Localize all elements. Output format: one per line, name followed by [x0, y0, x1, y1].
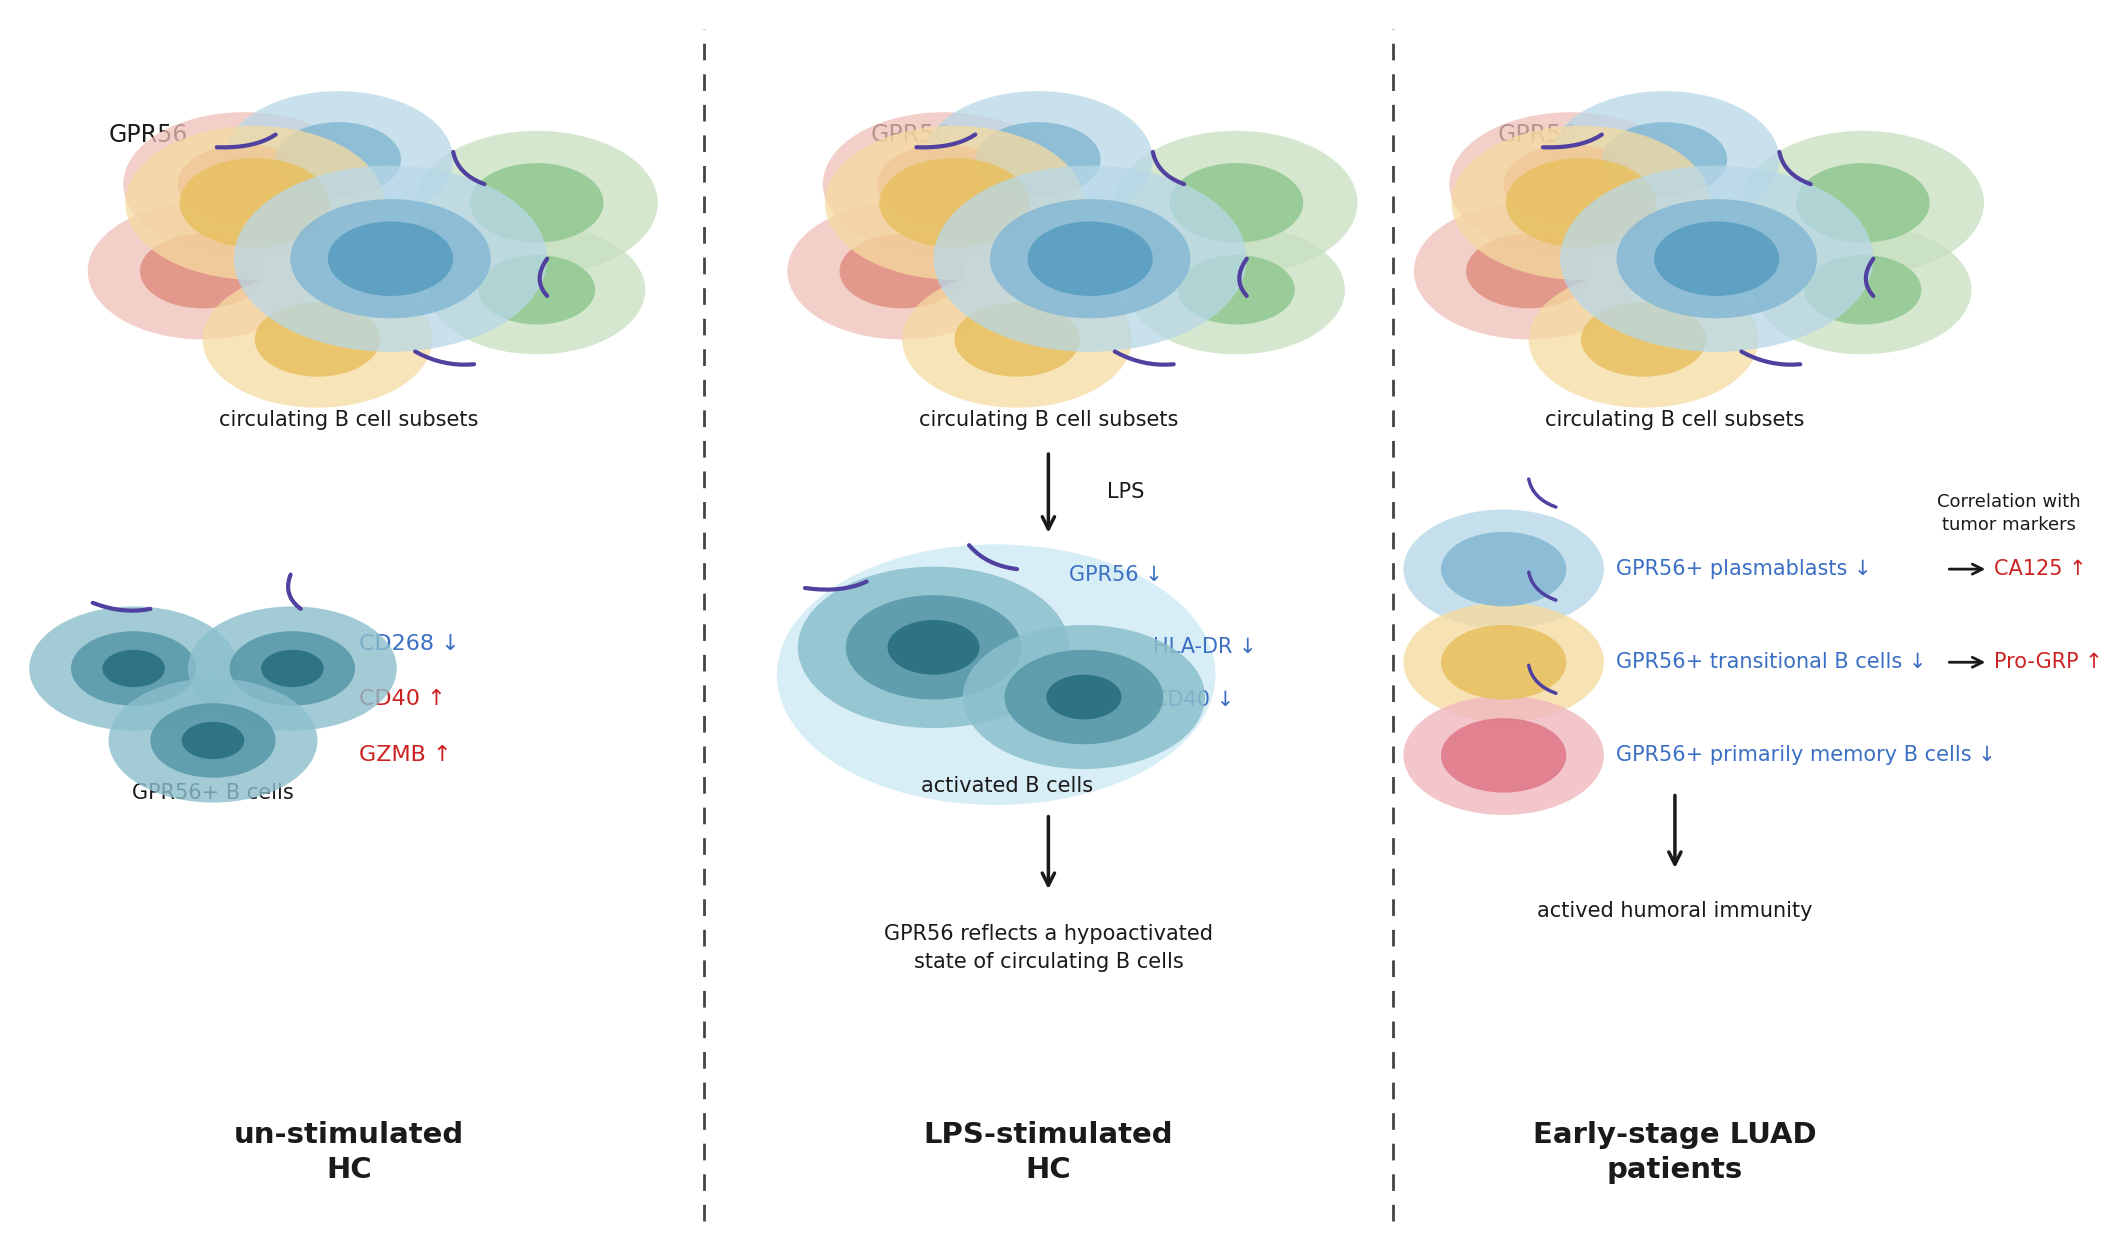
- Circle shape: [1602, 122, 1728, 196]
- Circle shape: [151, 704, 277, 778]
- Circle shape: [87, 202, 317, 340]
- Text: GPR56+ B cells: GPR56+ B cells: [132, 782, 294, 802]
- Circle shape: [934, 165, 1247, 351]
- Text: circulating B cell subsets: circulating B cell subsets: [1545, 410, 1805, 430]
- Circle shape: [1441, 625, 1566, 700]
- Text: un-stimulated
HC: un-stimulated HC: [234, 1121, 464, 1184]
- Text: actived humoral immunity: actived humoral immunity: [1536, 900, 1813, 920]
- Circle shape: [962, 625, 1204, 769]
- Circle shape: [1047, 675, 1121, 719]
- Circle shape: [902, 271, 1132, 408]
- Text: GPR56+ plasmablasts ↓: GPR56+ plasmablasts ↓: [1617, 559, 1873, 579]
- Circle shape: [1528, 271, 1758, 408]
- Circle shape: [1581, 302, 1707, 376]
- Circle shape: [990, 199, 1190, 319]
- Circle shape: [879, 159, 1030, 248]
- Circle shape: [1560, 165, 1873, 351]
- Circle shape: [1402, 696, 1605, 815]
- Circle shape: [826, 126, 1083, 280]
- Circle shape: [202, 271, 432, 408]
- Circle shape: [428, 225, 645, 354]
- Circle shape: [1549, 91, 1779, 228]
- Circle shape: [187, 606, 396, 730]
- Text: Pro-GRP ↑: Pro-GRP ↑: [1994, 652, 2102, 672]
- Circle shape: [277, 122, 400, 196]
- Text: HLA-DR ↓: HLA-DR ↓: [1153, 638, 1256, 658]
- Circle shape: [415, 131, 658, 275]
- Circle shape: [924, 91, 1153, 228]
- Circle shape: [887, 620, 979, 675]
- Circle shape: [70, 631, 196, 706]
- Text: CA125 ↑: CA125 ↑: [1994, 559, 2088, 579]
- Circle shape: [1617, 199, 1817, 319]
- Circle shape: [824, 112, 1066, 256]
- Circle shape: [1115, 131, 1358, 275]
- Circle shape: [289, 199, 492, 319]
- Text: CD40 ↓: CD40 ↓: [1153, 690, 1234, 710]
- Circle shape: [1805, 255, 1922, 325]
- Text: activated B cells: activated B cells: [921, 776, 1092, 796]
- Circle shape: [845, 595, 1021, 700]
- Circle shape: [223, 91, 453, 228]
- Circle shape: [1441, 531, 1566, 606]
- Circle shape: [234, 165, 547, 351]
- Circle shape: [841, 234, 964, 309]
- Circle shape: [479, 255, 596, 325]
- Text: GPR56+ transitional B cells ↓: GPR56+ transitional B cells ↓: [1617, 652, 1926, 672]
- Text: GPR56: GPR56: [1498, 122, 1577, 146]
- Text: CD268 ↓: CD268 ↓: [360, 634, 460, 654]
- Circle shape: [953, 302, 1079, 376]
- Circle shape: [975, 122, 1100, 196]
- Circle shape: [470, 162, 604, 242]
- Text: LPS: LPS: [1107, 482, 1145, 502]
- Text: GPR56: GPR56: [109, 122, 187, 146]
- Circle shape: [140, 234, 266, 309]
- Text: GPR56: GPR56: [870, 122, 951, 146]
- Circle shape: [262, 650, 323, 688]
- Circle shape: [1466, 234, 1592, 309]
- Text: GPR56 ↓: GPR56 ↓: [1068, 565, 1164, 585]
- Circle shape: [1402, 510, 1605, 629]
- Circle shape: [1402, 602, 1605, 721]
- Text: LPS-stimulated
HC: LPS-stimulated HC: [924, 1121, 1173, 1184]
- Circle shape: [123, 112, 366, 256]
- Circle shape: [1413, 202, 1643, 340]
- Circle shape: [109, 679, 317, 802]
- Circle shape: [1753, 225, 1971, 354]
- Circle shape: [102, 650, 166, 688]
- Circle shape: [1451, 126, 1711, 280]
- Circle shape: [1741, 131, 1983, 275]
- Text: Early-stage LUAD
patients: Early-stage LUAD patients: [1532, 1121, 1817, 1184]
- Circle shape: [787, 202, 1017, 340]
- Circle shape: [181, 721, 245, 759]
- Circle shape: [255, 302, 381, 376]
- Text: GPR56+ primarily memory B cells ↓: GPR56+ primarily memory B cells ↓: [1617, 745, 1996, 765]
- Circle shape: [798, 566, 1068, 728]
- Text: circulating B cell subsets: circulating B cell subsets: [919, 410, 1179, 430]
- Circle shape: [1028, 221, 1153, 296]
- Circle shape: [1004, 650, 1164, 744]
- Circle shape: [126, 126, 385, 280]
- Circle shape: [1128, 225, 1345, 354]
- Text: circulating B cell subsets: circulating B cell subsets: [219, 410, 479, 430]
- Text: CD40 ↑: CD40 ↑: [360, 690, 447, 710]
- Circle shape: [1796, 162, 1930, 242]
- Circle shape: [1504, 145, 1636, 224]
- Circle shape: [777, 544, 1215, 805]
- Text: GPR56 reflects a hypoactivated
state of circulating B cells: GPR56 reflects a hypoactivated state of …: [883, 924, 1213, 971]
- Circle shape: [177, 145, 311, 224]
- Circle shape: [1441, 718, 1566, 793]
- Circle shape: [230, 631, 355, 706]
- Circle shape: [30, 606, 238, 730]
- Circle shape: [877, 145, 1011, 224]
- Circle shape: [1653, 221, 1779, 296]
- Circle shape: [1507, 159, 1656, 248]
- Circle shape: [1179, 255, 1294, 325]
- Circle shape: [328, 221, 453, 296]
- Circle shape: [179, 159, 330, 248]
- Text: GZMB ↑: GZMB ↑: [360, 745, 451, 765]
- Circle shape: [1170, 162, 1302, 242]
- Circle shape: [1449, 112, 1692, 256]
- Text: Correlation with
tumor markers: Correlation with tumor markers: [1936, 492, 2081, 534]
